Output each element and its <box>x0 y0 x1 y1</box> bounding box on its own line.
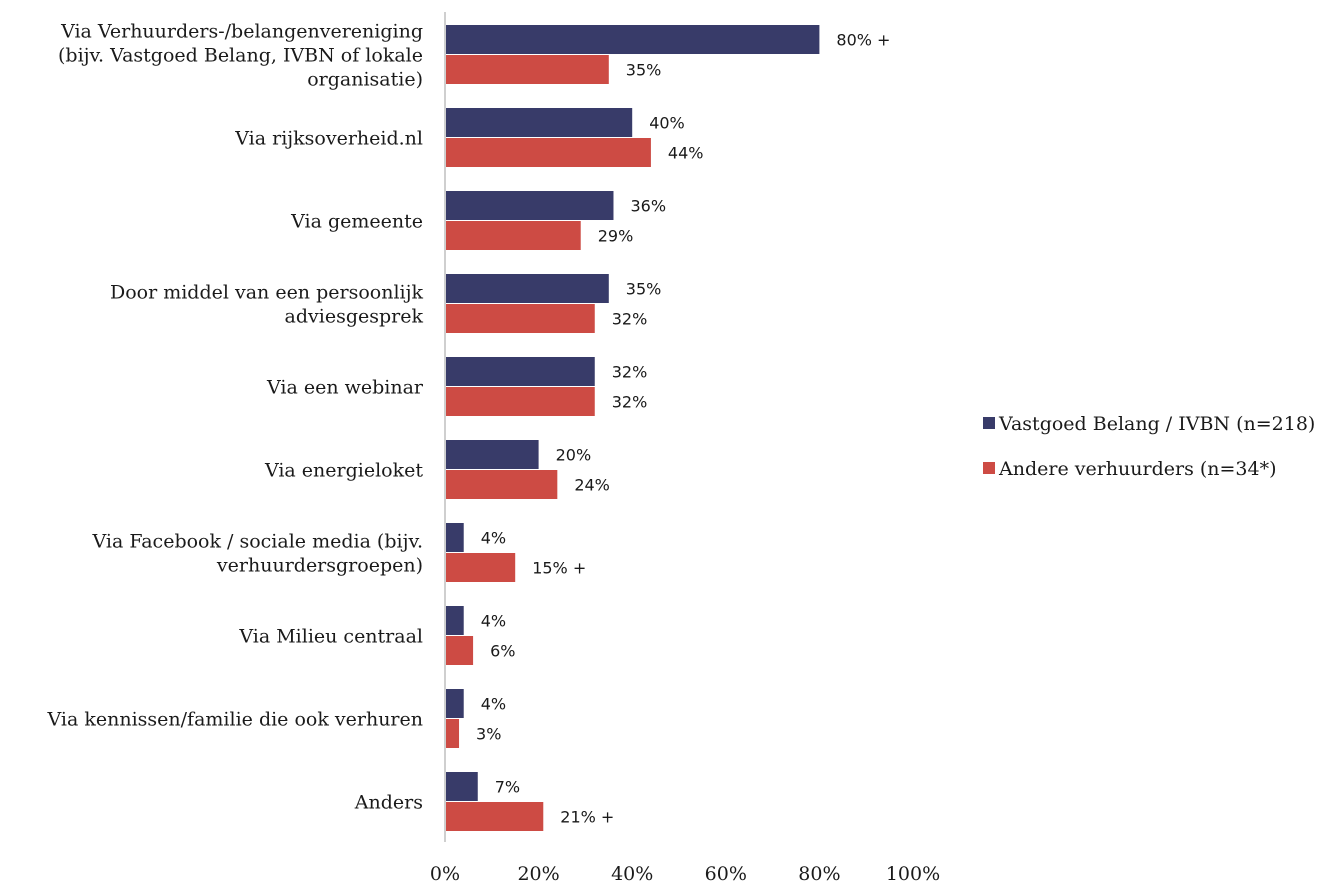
data-label-vastgoed-9: 7% <box>495 778 520 797</box>
data-label-andere-8: 3% <box>476 725 501 744</box>
legend-label-vastgoed: Vastgoed Belang / IVBN (n=218) <box>998 413 1315 435</box>
data-label-vastgoed-3: 35% <box>626 280 662 299</box>
bar-vastgoed-0 <box>445 25 820 54</box>
bar-vastgoed-3 <box>445 274 609 303</box>
data-label-vastgoed-0: 80% + <box>836 31 890 50</box>
legend-swatch-andere <box>983 462 995 474</box>
category-label-5: Via energieloket <box>264 460 423 482</box>
bar-vastgoed-5 <box>445 440 539 469</box>
data-label-vastgoed-6: 4% <box>481 529 506 548</box>
bar-vastgoed-4 <box>445 357 595 386</box>
bar-andere-5 <box>445 470 558 499</box>
category-label-0: Via Verhuurders-/belangenvereniging (bijv… <box>58 21 423 91</box>
data-label-andere-6: 15% + <box>532 559 586 578</box>
data-label-andere-5: 24% <box>574 476 610 495</box>
data-label-andere-7: 6% <box>490 642 515 661</box>
x-tick-label-3: 60% <box>705 863 747 881</box>
data-label-andere-9: 21% + <box>560 808 614 827</box>
x-tick-label-4: 80% <box>798 863 840 881</box>
bar-andere-3 <box>445 304 595 333</box>
bar-vastgoed-9 <box>445 772 478 801</box>
data-label-vastgoed-4: 32% <box>612 363 648 382</box>
bar-andere-9 <box>445 802 544 831</box>
x-tick-label-0: 0% <box>430 863 460 881</box>
data-label-andere-4: 32% <box>612 393 648 412</box>
data-label-andere-1: 44% <box>668 144 704 163</box>
legend: Vastgoed Belang / IVBN (n=218) Andere ver… <box>983 413 1315 480</box>
bar-andere-8 <box>445 719 460 748</box>
data-label-vastgoed-5: 20% <box>556 446 592 465</box>
x-tick-label-1: 20% <box>517 863 559 881</box>
data-label-vastgoed-7: 4% <box>481 612 506 631</box>
category-labels: Via Verhuurders-/belangenvereniging (bijv… <box>47 21 424 814</box>
bar-vastgoed-6 <box>445 523 464 552</box>
bar-vastgoed-8 <box>445 689 464 718</box>
legend-swatch-vastgoed <box>983 417 995 429</box>
data-label-andere-3: 32% <box>612 310 648 329</box>
bar-andere-6 <box>445 553 516 582</box>
data-label-andere-0: 35% <box>626 61 662 80</box>
legend-label-andere: Andere verhuurders (n=34*) <box>998 458 1277 480</box>
category-label-9: Anders <box>354 792 423 814</box>
data-label-andere-2: 29% <box>598 227 634 246</box>
data-label-vastgoed-2: 36% <box>630 197 666 216</box>
data-label-vastgoed-8: 4% <box>481 695 506 714</box>
x-tick-labels: 0% 20% 40% 60% 80% 100% <box>430 863 940 881</box>
bar-andere-7 <box>445 636 474 665</box>
category-label-7: Via Milieu centraal <box>238 626 423 648</box>
bar-andere-1 <box>445 138 651 167</box>
bar-vastgoed-1 <box>445 108 633 137</box>
x-tick-label-5: 100% <box>886 863 940 881</box>
category-label-4: Via een webinar <box>266 377 424 399</box>
bars-group: 80% + 35% 40% 44% 36% 29% 35% 32% 32% 32% 20% 24% 4%… <box>445 25 890 831</box>
bar-andere-0 <box>445 55 609 84</box>
category-label-3: Door middel van een persoonlijk adviesges… <box>110 282 424 328</box>
bar-andere-2 <box>445 221 581 250</box>
bar-vastgoed-7 <box>445 606 464 635</box>
bar-andere-4 <box>445 387 595 416</box>
category-label-8: Via kennissen/familie die ook verhuren <box>47 709 423 731</box>
category-label-1: Via rijksoverheid.nl <box>234 128 423 150</box>
category-label-2: Via gemeente <box>290 211 423 233</box>
data-label-vastgoed-1: 40% <box>649 114 685 133</box>
bar-vastgoed-2 <box>445 191 614 220</box>
x-tick-label-2: 40% <box>611 863 653 881</box>
category-label-6: Via Facebook / sociale media (bijv. verhu… <box>92 531 424 577</box>
